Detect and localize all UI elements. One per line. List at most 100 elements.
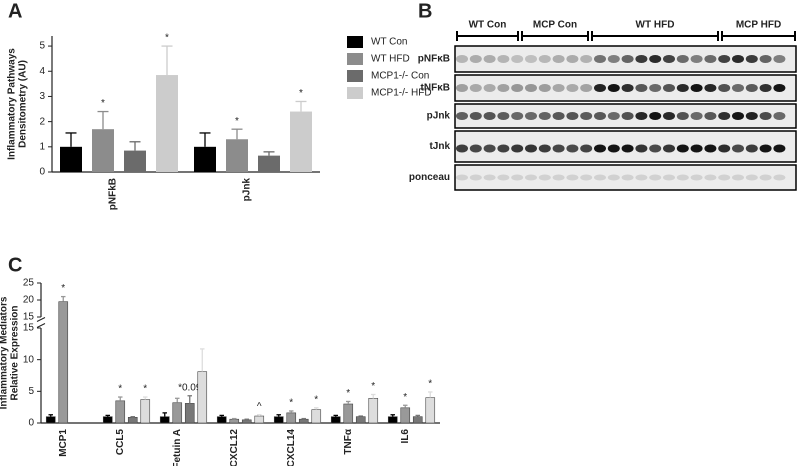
error-bar (314, 407, 319, 410)
blot-band (580, 144, 593, 153)
blot-band (456, 174, 468, 181)
error-bar (175, 397, 180, 403)
blot-band (511, 174, 524, 181)
bar (412, 416, 423, 424)
error-bar (161, 45, 173, 76)
y-tick-label: 4 (39, 66, 45, 77)
blot-band (511, 144, 524, 153)
blot-band (456, 112, 468, 120)
blot-band (483, 84, 496, 92)
blot-band (621, 84, 634, 92)
bar (60, 146, 82, 172)
blot-band (773, 174, 786, 181)
bar (258, 155, 280, 172)
blot-band (566, 55, 579, 63)
blot-band (718, 174, 731, 181)
x-tick-label: CXCL12 (229, 429, 240, 466)
significance-label: * (165, 33, 169, 44)
significance-label: *0.09 (178, 382, 202, 393)
significance-label: * (289, 398, 293, 409)
blot-band (704, 174, 717, 181)
bar (298, 418, 309, 424)
x-tick-label: MCP1 (58, 429, 69, 457)
significance-label: ^ (257, 401, 262, 412)
y-axis-title: Inflammatory Pathways (7, 48, 18, 160)
blot-band (607, 174, 620, 181)
blot-band (649, 174, 662, 181)
y-tick-label: 15 (23, 312, 35, 323)
y-tick-label: 5 (28, 386, 34, 397)
blot-band (690, 112, 703, 120)
legend-label: WT Con (371, 37, 408, 48)
legend-swatch (347, 36, 363, 48)
blot-band (732, 144, 744, 153)
blot-band (483, 112, 496, 120)
significance-label: * (235, 116, 239, 127)
blot-band (759, 112, 772, 120)
bar (184, 403, 195, 424)
blot-band (580, 55, 593, 63)
error-bar (301, 417, 306, 420)
blot-band (497, 112, 510, 120)
significance-label: * (346, 388, 350, 399)
error-bar (244, 418, 249, 420)
row-label: tJnk (429, 141, 450, 152)
blot-band (525, 55, 537, 63)
error-bar (232, 417, 237, 420)
error-bar (200, 348, 205, 372)
blot-band (525, 144, 537, 153)
blot-band (676, 174, 689, 181)
blot-band (469, 112, 482, 120)
blot-band (649, 112, 662, 120)
x-tick-label: Fetuin A (172, 429, 183, 466)
significance-label: * (118, 384, 122, 395)
blot-band (718, 84, 731, 92)
blot-band (525, 84, 537, 92)
blot-band (773, 112, 786, 120)
blot-band (704, 112, 717, 120)
blot-band (663, 55, 675, 63)
blot-band (745, 55, 758, 63)
legend-label: WT HFD (371, 54, 410, 65)
blot-band (704, 55, 717, 63)
axis-break (36, 317, 46, 322)
blot-band (718, 144, 731, 153)
blot-band (732, 55, 744, 63)
blot-band (497, 144, 510, 153)
blot-band (732, 174, 744, 181)
error-bar (199, 132, 211, 147)
blot-band (663, 84, 675, 92)
blot-band (621, 174, 634, 181)
bar (330, 416, 341, 424)
blot-band (773, 144, 786, 153)
blot-band (732, 112, 744, 120)
error-bar (162, 412, 167, 417)
bar (92, 129, 114, 172)
blot-band (745, 144, 758, 153)
blot-band (525, 174, 537, 181)
y-axis-title: Inflammatory Mediators (0, 296, 10, 409)
legend-label: MCP1-/- HFD (371, 88, 432, 99)
blot-band (773, 84, 786, 92)
blot-band (469, 84, 482, 92)
blot-band (732, 84, 744, 92)
bar (273, 416, 284, 424)
blot-band (773, 55, 786, 63)
blot-band (690, 55, 703, 63)
error-bar (130, 416, 135, 418)
error-bar (105, 414, 110, 417)
blot-band (594, 84, 606, 92)
blot-band (676, 84, 689, 92)
y-tick-label: 0 (28, 418, 34, 429)
blot-band (663, 112, 675, 120)
blot-band (594, 112, 606, 120)
y-tick-label: 10 (23, 354, 35, 365)
row-label: pNFκB (418, 54, 450, 65)
blot-band (676, 112, 689, 120)
blot-band (511, 84, 524, 92)
blot-band (552, 112, 565, 120)
error-bar (129, 141, 141, 151)
y-tick-label: 0 (39, 167, 45, 178)
blot-band (649, 144, 662, 153)
